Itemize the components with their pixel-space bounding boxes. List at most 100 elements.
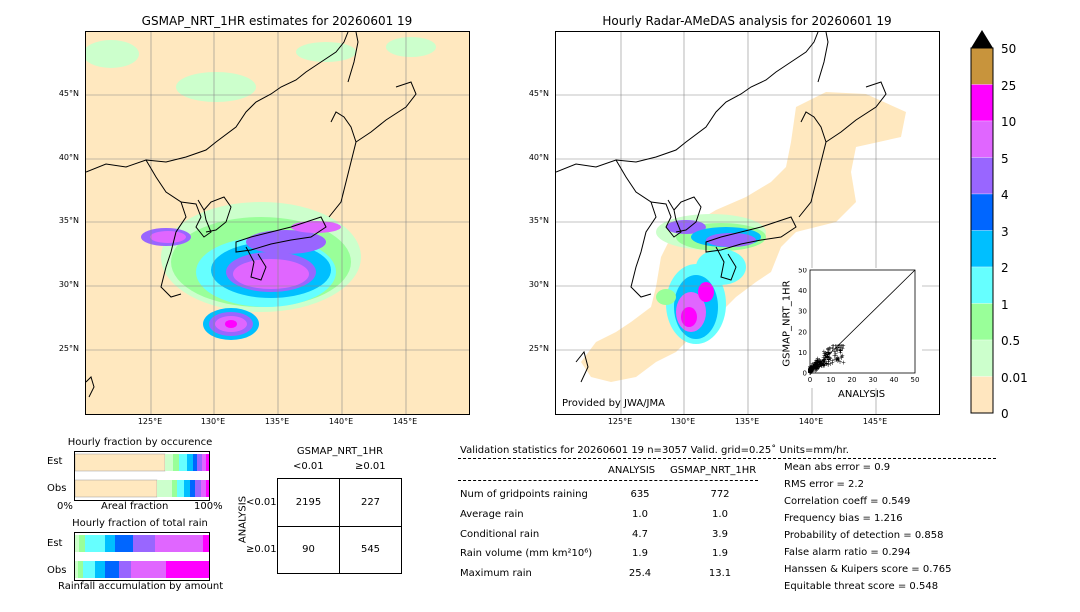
scatter-point: + <box>817 357 822 364</box>
scatter-point: + <box>808 367 813 374</box>
scatter-point: + <box>821 357 826 364</box>
colorbar-segment <box>970 84 994 122</box>
scatter-point: + <box>808 370 813 377</box>
scatter-point: + <box>818 359 823 366</box>
scatter-point: + <box>808 368 813 375</box>
scatter-point: + <box>822 362 827 369</box>
contingency-row-ge: ≥0.01 <box>246 544 277 555</box>
scatter-point: + <box>825 351 830 358</box>
scatter-point: + <box>808 367 813 374</box>
scatter-point: + <box>810 361 815 368</box>
colorbar-segment <box>970 339 994 377</box>
scatter-point: + <box>835 356 840 363</box>
scatter-point: + <box>810 366 815 373</box>
scatter-point: + <box>822 351 827 358</box>
scatter-point: + <box>812 364 817 371</box>
scatter-point: + <box>808 366 813 373</box>
colorbar-segment <box>970 120 994 158</box>
colorbar-segment <box>970 303 994 341</box>
scatter-point: + <box>818 360 823 367</box>
score-rms: RMS error = 2.2 <box>784 479 864 490</box>
left-gridlines <box>86 32 469 414</box>
scatter-point: + <box>815 356 820 363</box>
colorbar-label-0-5: 0.5 <box>1001 334 1021 348</box>
row-a-volume: 1.9 <box>632 548 648 559</box>
scatter-point: + <box>812 365 817 372</box>
colorbar-svg <box>970 30 994 414</box>
right-lon-135: 135°E <box>734 417 760 426</box>
cell-ge-ge: 545 <box>360 544 381 555</box>
contingency-table: 2195 227 90 545 <box>277 478 402 574</box>
scatter-point: + <box>807 366 812 373</box>
scatter-point: + <box>840 343 845 350</box>
scatter-point: + <box>815 366 820 373</box>
left-map-title: GSMAP_NRT_1HR estimates for 20260601 19 <box>141 14 413 28</box>
left-coastlines <box>86 32 417 398</box>
scatter-point: + <box>808 364 813 371</box>
contingency-row-lt: <0.01 <box>246 497 277 508</box>
scatter-point: + <box>811 366 816 373</box>
scatter-point: + <box>809 369 814 376</box>
left-lat-25: 25°N <box>58 344 79 353</box>
scatter-point: + <box>813 364 818 371</box>
scatter-point: + <box>815 364 820 371</box>
scatter-point: + <box>826 362 831 369</box>
scatter-point: + <box>821 349 826 356</box>
scatter-point: + <box>814 367 819 374</box>
colorbar-label-10: 10 <box>1001 115 1017 129</box>
scatter-point: + <box>807 368 812 375</box>
scatter-point: + <box>809 364 814 371</box>
scatter-point: + <box>834 356 839 363</box>
scatter-point: + <box>814 358 819 365</box>
occurence-xlabel: Areal fraction <box>101 501 169 512</box>
scatter-point: + <box>807 367 812 374</box>
scatter-ytick: 0 <box>803 370 807 378</box>
scatter-point: + <box>813 359 818 366</box>
scatter-point: + <box>812 362 817 369</box>
left-lon-125: 125°E <box>137 417 163 426</box>
scatter-point: + <box>823 353 828 360</box>
scatter-point: + <box>814 361 819 368</box>
scatter-point: + <box>832 353 837 360</box>
score-pod: Probability of detection = 0.858 <box>784 530 944 541</box>
scatter-point: + <box>809 363 814 370</box>
scatter-point: + <box>808 369 813 376</box>
right-coastlines <box>556 32 887 383</box>
cell-ge-lt: 90 <box>302 544 315 555</box>
scatter-point: + <box>825 353 830 360</box>
scatter-point: + <box>824 351 829 358</box>
scatter-point: + <box>809 367 814 374</box>
scatter-point: + <box>812 362 817 369</box>
scatter-point: + <box>825 349 830 356</box>
scatter-point: + <box>840 346 845 353</box>
scatter-point: + <box>817 362 822 369</box>
scatter-point: + <box>808 367 813 374</box>
scatter-point: + <box>825 347 830 354</box>
scatter-point: + <box>810 365 815 372</box>
scatter-point: + <box>812 362 817 369</box>
scatter-point: + <box>820 358 825 365</box>
scatter-point: + <box>809 365 814 372</box>
left-lon-140: 140°E <box>328 417 354 426</box>
scatter-point: + <box>818 359 823 366</box>
row-a-conditional: 4.7 <box>632 529 648 540</box>
colorbar-label-50: 50 <box>1001 42 1017 56</box>
cell-lt-ge: 227 <box>360 497 381 508</box>
scatter-point: + <box>808 368 813 375</box>
scatter-point: + <box>814 366 819 373</box>
scatter-point: + <box>808 365 813 372</box>
scatter-point: + <box>808 368 813 375</box>
scatter-point: + <box>812 363 817 370</box>
scatter-point: + <box>808 367 813 374</box>
totalrain-est-label: Est <box>47 538 63 549</box>
scatter-point: + <box>823 352 828 359</box>
row-a-average: 1.0 <box>632 509 648 520</box>
colorbar-label-2: 2 <box>1001 261 1009 275</box>
scatter-point: + <box>825 354 830 361</box>
scatter-point: + <box>839 343 844 350</box>
left-rain-field <box>86 37 436 340</box>
scatter-point: + <box>827 346 832 353</box>
scatter-point: + <box>830 358 835 365</box>
scatter-point: + <box>815 360 820 367</box>
scatter-point: + <box>809 366 814 373</box>
